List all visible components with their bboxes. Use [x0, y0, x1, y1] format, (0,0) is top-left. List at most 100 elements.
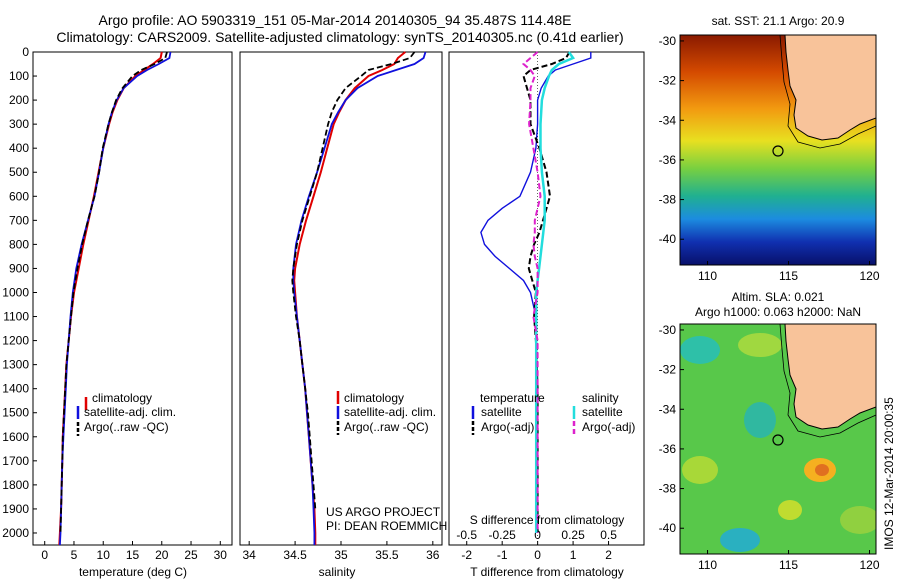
lat-tick-label: -40	[659, 232, 677, 246]
x-tick-label: 36	[426, 548, 440, 562]
land-australia	[784, 35, 876, 141]
depth-tick-label: 100	[9, 69, 29, 83]
legend-s-argo: Argo(-adj)	[582, 420, 635, 434]
x-tick-label: -1	[497, 548, 508, 562]
lat-tick-label: -34	[659, 402, 677, 416]
lat-tick-label: -32	[659, 74, 677, 88]
lon-tick-label: 110	[698, 558, 717, 572]
x-tick-label: 20	[155, 548, 169, 562]
legend-temperature-title: temperature	[480, 391, 545, 405]
salinity-x-ticks: 34 34.5 35 35.5 36	[243, 541, 440, 562]
lon-tick-label: 120	[860, 269, 880, 283]
temperature-panel: 0100200300400500600700800900100011001200…	[2, 45, 453, 579]
lat-tick-label: -30	[659, 323, 677, 337]
x-tick-label: 34.5	[283, 548, 307, 562]
lon-tick-label: 115	[779, 269, 798, 283]
sla-map-title2: Argo h1000: 0.063 h2000: NaN	[695, 305, 861, 319]
s-tick-label: 0.25	[561, 528, 585, 542]
depth-tick-label: 1900	[2, 502, 29, 516]
x-tick-label: 1	[570, 548, 577, 562]
x-tick-label: 34	[243, 548, 257, 562]
depth-tick-label: 1100	[3, 310, 29, 324]
depth-tick-label: 1700	[2, 454, 29, 468]
lon-tick-label: 110	[698, 269, 717, 283]
legend-sal-climatology: climatology	[344, 391, 404, 405]
depth-tick-label: 1200	[2, 334, 29, 348]
depth-tick-label: 1400	[2, 382, 29, 396]
depth-tick-label: 0	[22, 45, 29, 59]
legend-sal-satellite: satellite-adj. clim.	[344, 405, 436, 419]
depth-tick-label: 500	[9, 165, 29, 179]
lat-tick-label: -34	[659, 113, 677, 127]
depth-tick-label: 700	[9, 213, 29, 227]
difference-axes-box	[448, 51, 645, 546]
depth-tick-label: 2000	[2, 526, 29, 540]
s-diff-satellite-line	[534, 51, 576, 533]
salinity-argo-line	[291, 51, 416, 509]
legend-t-satellite: satellite	[481, 405, 522, 419]
depth-tick-label: 1300	[2, 358, 29, 372]
x-tick-label: 30	[214, 548, 228, 562]
legend-temp-argo: Argo(..raw -QC)	[84, 420, 169, 434]
lat-tick-label: -38	[659, 193, 677, 207]
temperature-legend: climatology satellite-adj. clim. Argo(..…	[76, 391, 176, 436]
depth-tick-label: 1000	[2, 285, 29, 299]
lat-tick-label: -32	[659, 363, 677, 377]
lon-tick-label: 120	[860, 558, 880, 572]
difference-x-ticks: -2 -1 0 1 2-0.5 -0.25 0 0.25 0.5	[456, 528, 617, 562]
lat-tick-label: -30	[659, 34, 677, 48]
argo-float-marker	[772, 434, 784, 446]
salinity-series	[291, 51, 427, 545]
pi-note: PI: DEAN ROEMMICH	[326, 519, 447, 533]
salinity-xlabel: salinity	[319, 565, 356, 579]
lat-tick-label: -36	[659, 153, 677, 167]
land-australia	[784, 324, 876, 430]
depth-tick-label: 900	[9, 261, 29, 275]
sla-lon-ticks: 110 115 120	[698, 550, 880, 572]
x-tick-label: 0	[41, 548, 48, 562]
s-tick-label: 0.5	[600, 528, 617, 542]
depth-tick-label: 1800	[2, 478, 29, 492]
lat-tick-label: -36	[659, 442, 677, 456]
imos-timestamp: IMOS 12-Mar-2014 20:00:35	[882, 397, 896, 550]
sla-map-title1: Altim. SLA: 0.021	[732, 290, 825, 304]
sst-map-title: sat. SST: 21.1 Argo: 20.9	[712, 14, 845, 28]
x-tick-label: 0	[534, 548, 541, 562]
shelf-contour	[779, 35, 876, 149]
depth-tick-label: 800	[9, 237, 29, 251]
salinity-legend: climatology satellite-adj. clim. Argo(..…	[336, 391, 436, 435]
salinity-axes-box	[239, 51, 443, 546]
x-tick-label: 10	[97, 548, 111, 562]
sst-lon-ticks: 110 115 120	[698, 261, 880, 283]
legend-temp-satellite: satellite-adj. clim.	[84, 405, 176, 419]
x-tick-label: 25	[184, 548, 198, 562]
depth-tick-label: 400	[9, 141, 29, 155]
x-tick-label: 35.5	[375, 548, 399, 562]
depth-tick-label: 600	[9, 189, 29, 203]
legend-t-argo: Argo(-adj)	[481, 420, 534, 434]
shelf-contour	[779, 324, 876, 438]
lon-tick-label: 115	[779, 558, 798, 572]
difference-panel: -2 -1 0 1 2-0.5 -0.25 0 0.25 0.5 S difference fr…	[448, 51, 645, 579]
temperature-axes-box	[32, 51, 233, 546]
s-tick-label: -0.5	[456, 528, 477, 542]
project-note: US ARGO PROJECT	[326, 505, 441, 519]
figure-title-line2: Climatology: CARS2009. Satellite-adjuste…	[56, 29, 623, 45]
legend-sal-argo: Argo(..raw -QC)	[344, 420, 429, 434]
salinity-panel: 34 34.5 35 35.5 36 salinity climatology sate…	[239, 51, 447, 579]
x-tick-label: 2	[605, 548, 612, 562]
depth-tick-label: 200	[9, 93, 29, 107]
lat-tick-label: -38	[659, 482, 677, 496]
difference-series	[480, 51, 592, 545]
sst-lat-ticks: -30 -32 -34 -36 -38 -40	[659, 34, 684, 246]
lat-tick-label: -40	[659, 521, 677, 535]
legend-salinity-title: salinity	[582, 391, 619, 405]
depth-tick-label: 300	[9, 117, 29, 131]
temperature-argo-line	[59, 51, 168, 534]
temperature-xlabel: temperature (deg C)	[79, 565, 187, 579]
x-tick-label: 5	[71, 548, 78, 562]
sla-map-panel: Altim. SLA: 0.021 Argo h1000: 0.063 h200…	[659, 290, 880, 572]
legend-temp-climatology: climatology	[92, 391, 152, 405]
s-diff-argo-line	[521, 51, 542, 533]
